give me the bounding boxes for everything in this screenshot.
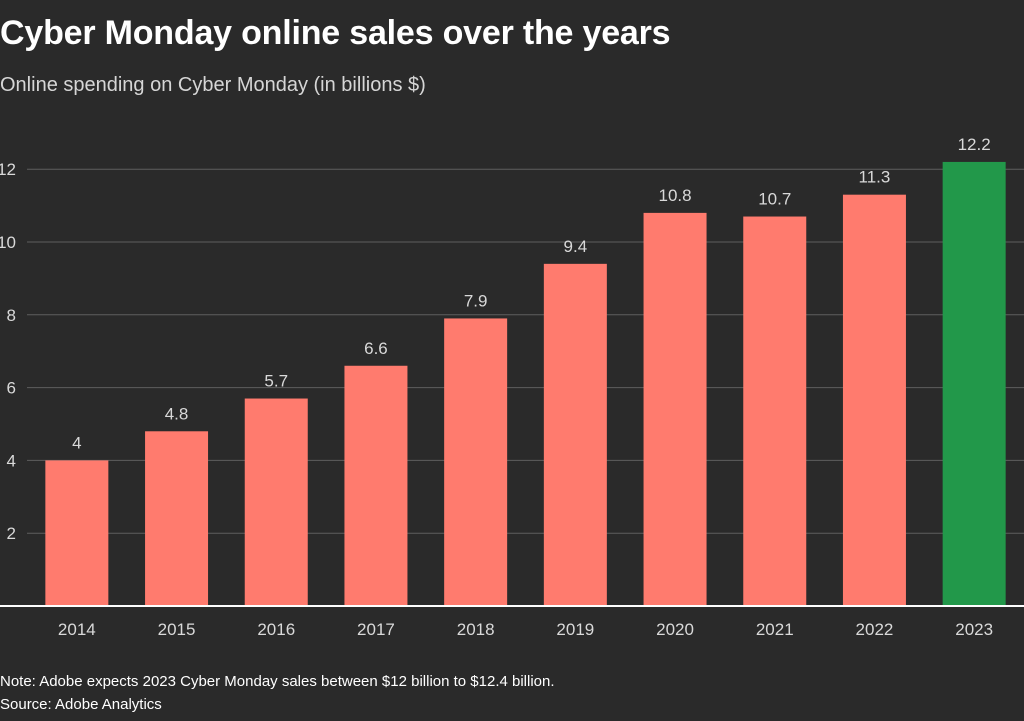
bar-2018	[444, 318, 508, 606]
bar-2016	[244, 398, 308, 606]
x-tick-label: 2018	[457, 620, 495, 639]
x-tick-label: 2014	[58, 620, 96, 639]
value-label: 4	[72, 433, 81, 452]
x-tick-label: 2022	[856, 620, 894, 639]
value-label: 5.7	[264, 372, 288, 391]
y-tick-label: 8	[7, 306, 16, 325]
bar-2020	[643, 212, 707, 606]
bar-2019	[543, 263, 607, 606]
y-tick-label: 12	[0, 160, 16, 179]
bar-2017	[344, 365, 408, 606]
bar-2023	[942, 161, 1006, 607]
x-tick-label: 2023	[955, 620, 993, 639]
x-tick-label: 2016	[257, 620, 295, 639]
x-tick-label: 2021	[756, 620, 794, 639]
y-tick-label: 4	[7, 451, 16, 470]
x-tick-label: 2019	[556, 620, 594, 639]
value-label: 12.2	[958, 135, 991, 154]
bar-chart: 2 4 6 8 10 12 4 2014 4.8 2015 5.7 2016 6.6 2017 7.9 201…	[0, 135, 1024, 639]
value-label: 9.4	[564, 237, 588, 256]
chart-subtitle: Online spending on Cyber Monday (in bill…	[0, 74, 426, 96]
value-label: 6.6	[364, 339, 388, 358]
x-tick-label: 2015	[158, 620, 196, 639]
value-label: 11.3	[859, 168, 891, 187]
y-tick-label: 2	[7, 524, 16, 543]
x-tick-label: 2020	[656, 620, 694, 639]
value-label: 7.9	[464, 291, 488, 310]
bar-2014	[45, 460, 109, 606]
value-label: 4.8	[165, 404, 189, 423]
y-tick-label: 6	[7, 379, 16, 398]
y-tick-label: 10	[0, 233, 16, 252]
chart-note: Note: Adobe expects 2023 Cyber Monday sa…	[0, 673, 555, 690]
value-label: 10.7	[758, 190, 791, 209]
bar-2022	[842, 194, 906, 606]
chart-title: Cyber Monday online sales over the years	[0, 14, 671, 52]
bar-2021	[743, 216, 807, 606]
value-label: 10.8	[659, 186, 692, 205]
bar-2015	[145, 431, 209, 606]
x-tick-label: 2017	[357, 620, 395, 639]
chart-source: Source: Adobe Analytics	[0, 696, 162, 713]
